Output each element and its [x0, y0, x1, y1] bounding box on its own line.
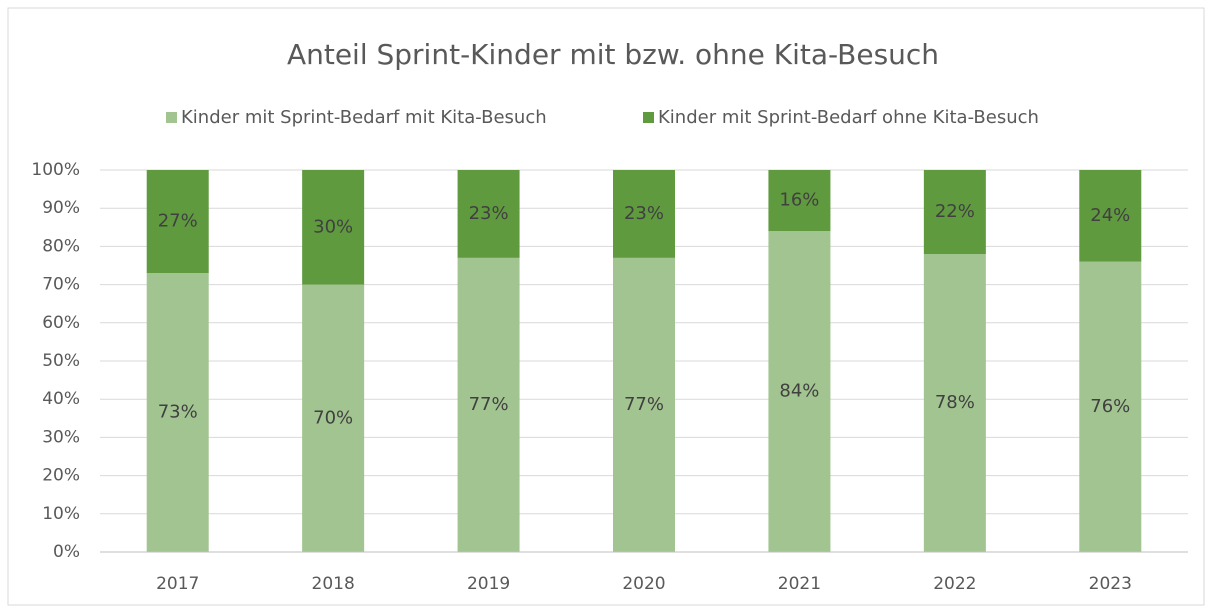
y-tick-label: 50%	[42, 351, 80, 371]
data-label: 23%	[469, 203, 509, 224]
y-tick-label: 80%	[42, 236, 80, 256]
y-tick-label: 20%	[42, 466, 80, 486]
y-tick-label: 90%	[42, 198, 80, 218]
bar-segment	[457, 170, 520, 258]
x-tick-label: 2017	[156, 574, 199, 594]
data-label: 70%	[313, 407, 353, 428]
legend-swatch	[166, 112, 177, 123]
bar-segment	[923, 254, 986, 553]
data-label: 27%	[158, 211, 198, 232]
bar-segment	[613, 170, 675, 258]
y-tick-label: 100%	[31, 160, 80, 180]
bar-segment	[768, 170, 831, 232]
y-tick-label: 0%	[53, 542, 80, 562]
legend-swatch	[643, 112, 654, 123]
y-tick-label: 10%	[42, 504, 80, 524]
bar-segment	[768, 231, 831, 552]
chart-title: Anteil Sprint-Kinder mit bzw. ohne Kita-…	[287, 38, 939, 71]
data-label: 77%	[469, 394, 509, 415]
data-label: 73%	[158, 402, 198, 423]
bar-segment	[457, 257, 520, 552]
bar-segment	[613, 257, 675, 552]
data-label: 78%	[935, 392, 975, 413]
x-tick-label: 2018	[312, 574, 355, 594]
x-tick-label: 2020	[622, 574, 665, 594]
data-label: 16%	[779, 190, 819, 211]
data-label: 22%	[935, 201, 975, 222]
y-tick-label: 70%	[42, 275, 80, 295]
data-label: 76%	[1090, 396, 1130, 417]
legend-label: Kinder mit Sprint-Bedarf mit Kita-Besuch	[181, 107, 547, 128]
bar-segment	[923, 170, 986, 255]
data-label: 77%	[624, 394, 664, 415]
bar-segment	[302, 284, 365, 552]
legend-label: Kinder mit Sprint-Bedarf ohne Kita-Besuc…	[658, 107, 1039, 128]
x-tick-label: 2019	[467, 574, 510, 594]
y-tick-label: 40%	[42, 389, 80, 409]
data-label: 24%	[1090, 205, 1130, 226]
data-label: 30%	[313, 216, 353, 237]
bar-segment	[146, 170, 209, 274]
bar-segment	[1079, 261, 1142, 552]
bar-segment	[302, 170, 365, 285]
bar-segment	[146, 273, 209, 552]
x-tick-label: 2022	[933, 574, 976, 594]
data-label: 84%	[779, 381, 819, 402]
y-tick-label: 30%	[42, 427, 80, 447]
x-tick-label: 2021	[778, 574, 821, 594]
y-tick-label: 60%	[42, 313, 80, 333]
data-label: 23%	[624, 203, 664, 224]
bar-segment	[1079, 170, 1142, 262]
x-tick-label: 2023	[1089, 574, 1132, 594]
